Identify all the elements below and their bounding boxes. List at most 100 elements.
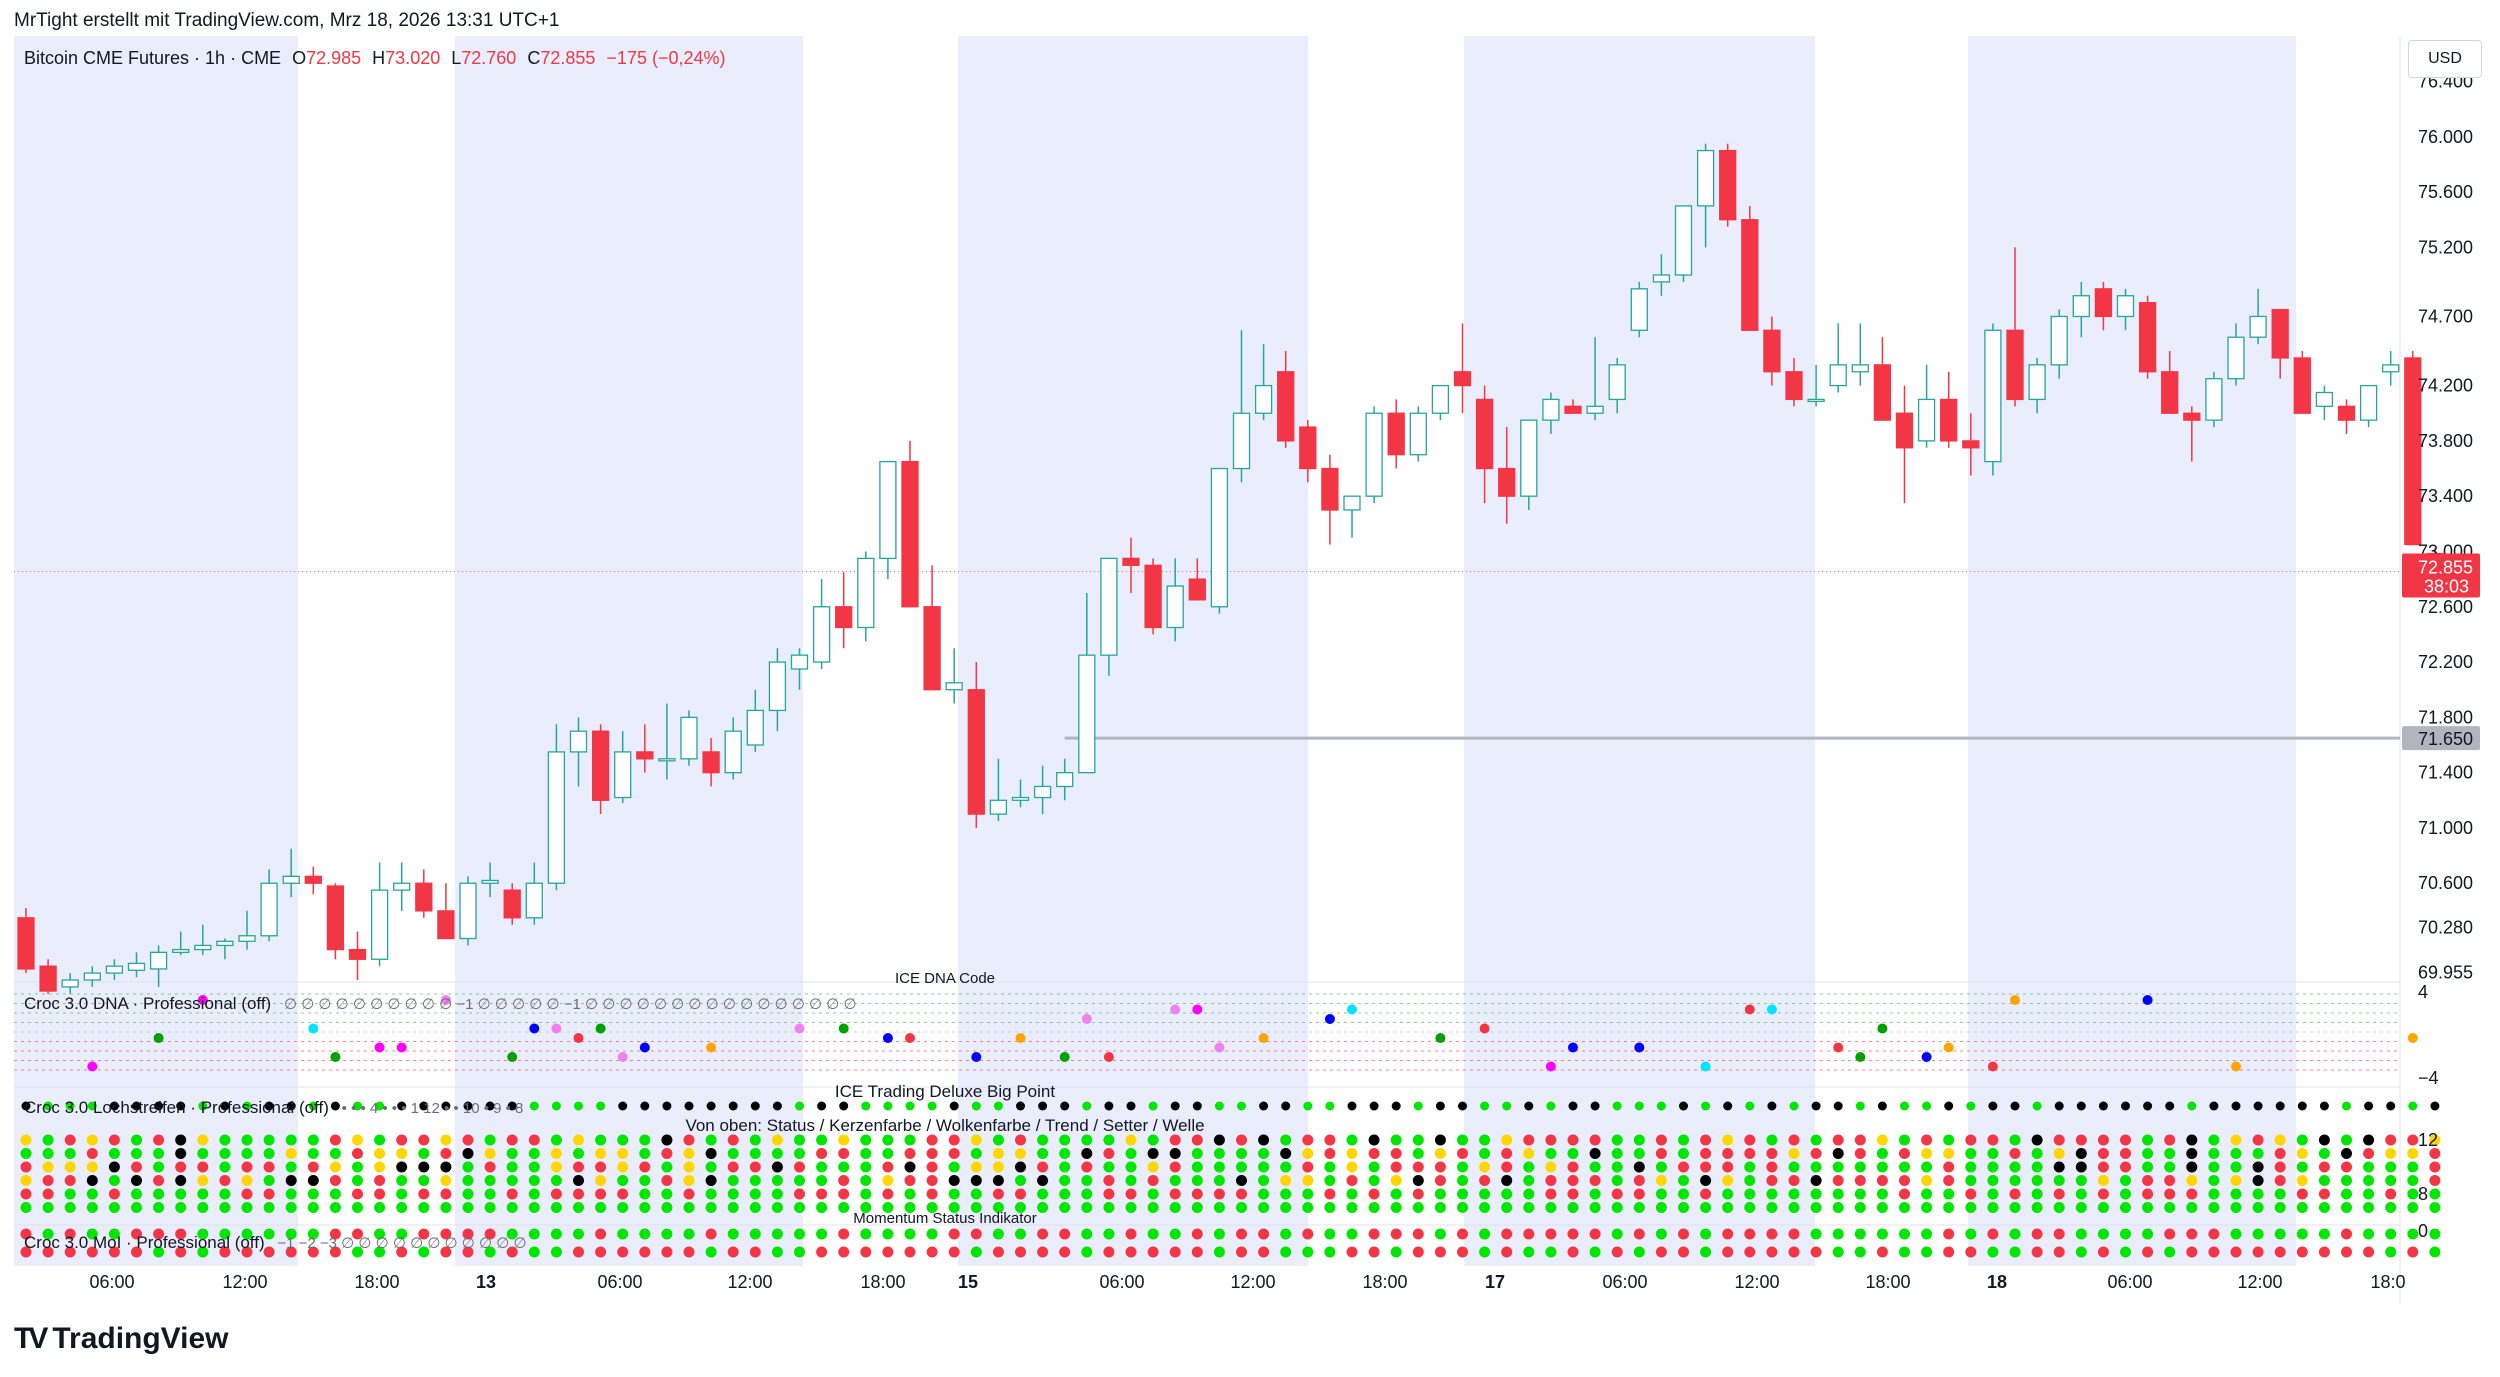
momentum-indicator-label[interactable]: Croc 3.0 MoI · Professional (off) −1 −2 …	[24, 1233, 527, 1253]
momentum-dot	[1700, 1228, 1712, 1240]
momentum-dot	[108, 1246, 120, 1258]
lochstreifen-dot	[1523, 1175, 1535, 1186]
lochstreifen-dot	[86, 1175, 98, 1186]
candlestick-series	[17, 143, 2444, 994]
momentum-dot	[1611, 1246, 1623, 1258]
lochstreifen-dot	[506, 1161, 518, 1173]
currency-button[interactable]: USD	[2408, 40, 2482, 78]
lochstreifen-dot	[2318, 1188, 2330, 1200]
lochstreifen-dot	[307, 1175, 319, 1186]
lochstreifen-dot	[1810, 1188, 1822, 1200]
candle-body	[967, 689, 985, 815]
candle-body	[591, 730, 610, 801]
lochstreifen-dot	[2407, 1134, 2419, 1146]
lochstreifen-dot	[1744, 1188, 1756, 1200]
lochstreifen-dot	[1655, 1175, 1667, 1186]
momentum-dot	[1965, 1228, 1977, 1240]
lochstreifen-dot	[396, 1134, 408, 1146]
candle-body	[1453, 371, 1472, 387]
lochstreifen-dot	[860, 1134, 872, 1146]
time-tick-label: 06:00	[1602, 1272, 1647, 1292]
dna-dot	[1324, 1014, 1335, 1024]
momentum-dot	[1545, 1246, 1557, 1258]
momentum-dot	[1169, 1228, 1181, 1240]
momentum-dot	[661, 1246, 673, 1258]
candle-body	[61, 979, 79, 988]
momentum-dot	[396, 1228, 408, 1240]
session-band	[1968, 36, 2296, 1266]
momentum-dot	[241, 1228, 253, 1240]
price-tick-label: 70.280	[2418, 917, 2473, 937]
lochstreifen-dot	[617, 1161, 629, 1173]
bigpoint-dot	[1170, 1101, 1180, 1111]
momentum-dot	[528, 1246, 540, 1258]
bigpoint-indicator-label[interactable]: Croc 3.0 Lochstreifen · Professional (of…	[24, 1098, 523, 1118]
lochstreifen-dot	[550, 1175, 562, 1186]
momentum-dot	[683, 1246, 695, 1258]
bigpoint-dot	[286, 1101, 296, 1111]
momentum-dot	[1081, 1228, 1093, 1240]
bigpoint-dot	[993, 1101, 1003, 1111]
candle-body	[1343, 495, 1361, 511]
lochstreifen-dot	[1700, 1202, 1712, 1213]
candle-body	[370, 889, 389, 960]
lochstreifen-dot	[374, 1161, 386, 1173]
symbol-legend[interactable]: Bitcoin CME Futures · 1h · CME O72.985 H…	[24, 48, 732, 69]
dna-indicator-label[interactable]: Croc 3.0 DNA · Professional (off) ∅ ∅ ∅ …	[24, 994, 857, 1014]
lochstreifen-dot	[1191, 1161, 1203, 1173]
momentum-dot	[948, 1246, 960, 1258]
lochstreifen-dot	[1943, 1148, 1955, 1159]
lochstreifen-dot	[1412, 1202, 1424, 1213]
bigpoint-dot	[1214, 1101, 1224, 1111]
bigpoint-dot	[308, 1101, 318, 1111]
lochstreifen-dot	[1678, 1202, 1689, 1213]
lochstreifen-dot	[2385, 1161, 2397, 1173]
bigpoint-dot	[529, 1101, 539, 1111]
lochstreifen-dot	[1854, 1188, 1866, 1200]
lochstreifen-dot	[2363, 1175, 2375, 1186]
bigpoint-dot	[949, 1101, 959, 1111]
lochstreifen-dot	[1876, 1134, 1888, 1146]
lochstreifen-dot	[1346, 1161, 1358, 1173]
momentum-dot	[970, 1228, 982, 1240]
price-axis: 76.40076.00075.60075.20074.70074.20073.8…	[2402, 71, 2480, 1241]
lochstreifen-dot	[705, 1134, 717, 1146]
lochstreifen-dot	[948, 1202, 960, 1213]
momentum-dot	[285, 1228, 297, 1240]
dna-dot	[1170, 1004, 1181, 1015]
lochstreifen-dot	[2097, 1134, 2109, 1146]
candle-body	[459, 882, 477, 940]
lochstreifen-dot	[86, 1134, 98, 1146]
momentum-dot	[926, 1228, 938, 1240]
candle-body	[238, 935, 256, 942]
lochstreifen-dot	[2009, 1148, 2021, 1159]
tradingview-logo[interactable]: TV TradingView	[14, 1322, 229, 1356]
lochstreifen-dot	[2296, 1202, 2308, 1213]
bigpoint-subtitle: Von oben: Status / Kerzenfarbe / Wolkenf…	[685, 1116, 1205, 1135]
candle-body	[835, 606, 853, 629]
bigpoint-dot	[485, 1101, 495, 1111]
lochstreifen-dot	[2053, 1202, 2065, 1213]
lochstreifen-dot	[1103, 1175, 1115, 1186]
momentum-dot	[1545, 1228, 1557, 1240]
lochstreifen-dot	[1854, 1202, 1866, 1213]
time-tick-label: 12:00	[1734, 1272, 1779, 1292]
lochstreifen-dot	[307, 1202, 319, 1213]
lochstreifen-dot	[1302, 1175, 1314, 1186]
lochstreifen-dot	[1258, 1175, 1270, 1186]
bigpoint-dot	[1701, 1101, 1711, 1111]
candle-body	[525, 882, 543, 919]
lochstreifen-dot	[197, 1175, 209, 1186]
candle-body	[1917, 398, 1936, 442]
lochstreifen-dot	[1059, 1175, 1071, 1186]
candle-body	[746, 709, 764, 746]
bigpoint-dot	[2364, 1101, 2374, 1111]
bigpoint-dot	[1038, 1101, 1048, 1111]
lochstreifen-dot	[42, 1134, 54, 1146]
lochstreifen-dot	[1501, 1175, 1513, 1186]
candle-body	[1719, 149, 1737, 221]
symbol-name[interactable]: Bitcoin CME Futures · 1h · CME	[24, 48, 282, 68]
lochstreifen-dot	[1125, 1175, 1137, 1186]
lochstreifen-dot	[2341, 1134, 2352, 1146]
